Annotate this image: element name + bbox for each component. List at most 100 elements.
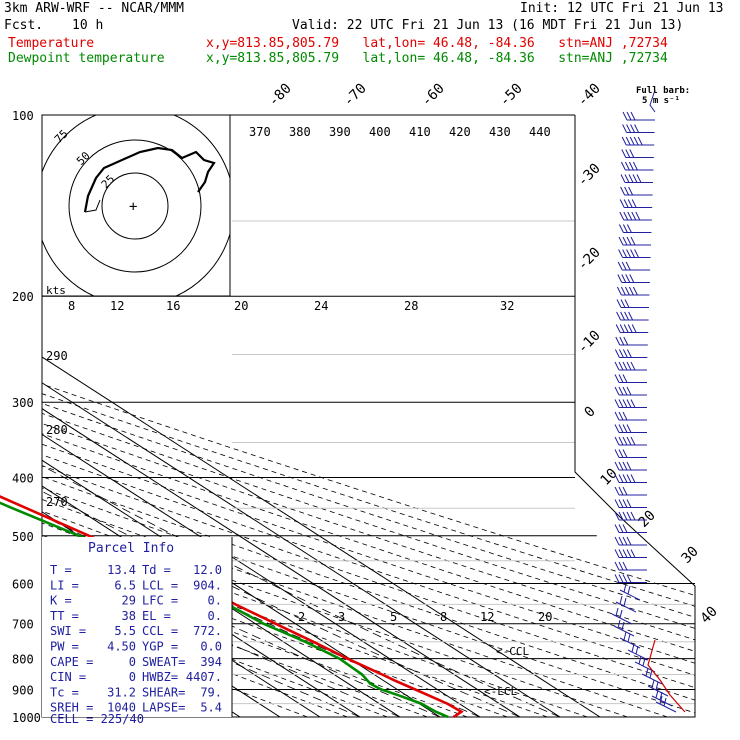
speed-label-16: 16 bbox=[166, 299, 180, 313]
wind-barb bbox=[616, 299, 649, 308]
isotherm-label--60: -60 bbox=[419, 81, 448, 110]
wind-barb-low bbox=[619, 631, 641, 649]
speed-label-32: 32 bbox=[500, 299, 514, 313]
wind-barb bbox=[619, 211, 652, 221]
parcel-l2-5: YGP = bbox=[142, 640, 178, 654]
wind-barb bbox=[619, 199, 653, 208]
mixing-label-2: 2 bbox=[298, 610, 305, 624]
parcel-l1-9: SREH = bbox=[50, 701, 93, 715]
mixing-label-20: 20 bbox=[538, 610, 552, 624]
wind-barb bbox=[614, 574, 647, 583]
wind-barb bbox=[618, 236, 651, 246]
forecast-hours: 10 h bbox=[72, 18, 104, 33]
mixing-label-8: 8 bbox=[440, 610, 447, 624]
temperature-location: x,y=813.85,805.79 lat,lon= 46.48, -84.36… bbox=[206, 36, 668, 51]
hodograph-ring-50 bbox=[68, 139, 202, 273]
hodograph-ring-label-75: 75 bbox=[52, 127, 71, 146]
parcel-l2-0: Td = bbox=[142, 563, 171, 577]
parcel-v2-7: 4407. bbox=[186, 670, 222, 684]
theta-left-label-2: 270 bbox=[46, 495, 68, 509]
pressure-label-800: 800 bbox=[12, 653, 34, 667]
wind-barb bbox=[614, 511, 647, 521]
parcel-l2-6: SWEAT= bbox=[142, 655, 185, 669]
wind-barb bbox=[614, 486, 647, 496]
theta-label-440: 440 bbox=[529, 125, 551, 139]
ccl-annotation: <-CCL bbox=[496, 645, 529, 658]
isotherm-label--80: -80 bbox=[266, 81, 295, 110]
wind-barb bbox=[617, 274, 650, 283]
parcel-v1-2: 29 bbox=[122, 594, 136, 608]
hodograph-center-mark: + bbox=[129, 199, 137, 215]
parcel-cell: CELL = 225/40 bbox=[50, 712, 144, 726]
parcel-v2-9: 5.4 bbox=[200, 701, 222, 715]
speed-label-24: 24 bbox=[314, 299, 328, 313]
parcel-l2-8: SHEAR= bbox=[142, 685, 185, 699]
parcel-v2-8: 79. bbox=[200, 685, 222, 699]
parcel-l2-1: LCL = bbox=[142, 578, 178, 592]
parcel-v1-4: 5.5 bbox=[114, 624, 136, 638]
forecast-label: Fcst. bbox=[4, 18, 44, 33]
pressure-label-1000: 1000 bbox=[12, 711, 41, 725]
wind-barb-low bbox=[613, 619, 635, 637]
pressure-label-100: 100 bbox=[12, 109, 34, 123]
isotherm-label--20: -20 bbox=[575, 245, 604, 274]
parcel-v1-6: 0 bbox=[129, 655, 136, 669]
parcel-v2-0: 12.0 bbox=[193, 563, 222, 577]
theta-labels: 370 380 390 400 410 420 430 440 290 280 270 bbox=[46, 125, 551, 509]
isotherm-label-0: 0 bbox=[582, 404, 599, 421]
pressure-label-300: 300 bbox=[12, 396, 34, 410]
hodograph-speed-labels: 8 12 16 20 24 28 32 bbox=[68, 299, 514, 313]
wind-barb bbox=[614, 449, 647, 458]
wind-barb-low bbox=[619, 583, 641, 601]
wind-barb bbox=[620, 174, 653, 183]
hodograph-speed-unit: kts bbox=[46, 284, 66, 297]
parcel-v1-1: 6.5 bbox=[114, 578, 136, 592]
speed-label-12: 12 bbox=[110, 299, 124, 313]
wind-barb-low bbox=[641, 667, 663, 685]
wind-barb bbox=[614, 436, 647, 446]
wind-barb bbox=[614, 499, 647, 508]
wind-barb bbox=[614, 561, 647, 571]
wind-barb bbox=[616, 311, 649, 321]
wind-barb bbox=[615, 336, 648, 346]
mixing-ratio-labels: 2 3 5 8 12 20 bbox=[298, 610, 552, 624]
parcel-l1-0: T = bbox=[50, 563, 72, 577]
mixing-label-12: 12 bbox=[480, 610, 494, 624]
parcel-l1-1: LI = bbox=[50, 578, 79, 592]
wind-barb bbox=[618, 249, 651, 258]
parcel-v1-3: 38 bbox=[122, 609, 136, 623]
wind-barb bbox=[614, 386, 647, 396]
wind-barb bbox=[620, 161, 654, 171]
parcel-l1-4: SWI = bbox=[50, 624, 86, 638]
wind-barb bbox=[614, 536, 647, 546]
isotherm-label--70: -70 bbox=[341, 81, 370, 110]
pressure-label-400: 400 bbox=[12, 471, 34, 485]
temperature-legend-label: Temperature bbox=[8, 36, 95, 51]
parcel-v1-7: 0 bbox=[129, 670, 136, 684]
parcel-l1-6: CAPE = bbox=[50, 655, 93, 669]
speed-label-28: 28 bbox=[404, 299, 418, 313]
pressure-label-600: 600 bbox=[12, 577, 34, 591]
wind-barb bbox=[614, 374, 647, 383]
wind-barb bbox=[616, 286, 650, 296]
theta-label-390: 390 bbox=[329, 125, 351, 139]
wind-barb-low bbox=[615, 595, 637, 613]
wind-barb-low bbox=[627, 643, 649, 661]
parcel-v1-9: 1040 bbox=[107, 701, 136, 715]
valid-time: Valid: 22 UTC Fri 21 Jun 13 (16 MDT Fri … bbox=[292, 18, 684, 33]
parcel-l1-8: Tc = bbox=[50, 685, 79, 699]
hodograph-ring-label-50: 50 bbox=[74, 149, 93, 168]
isotherm-label--10: -10 bbox=[575, 328, 604, 357]
theta-label-400: 400 bbox=[369, 125, 391, 139]
parcel-v2-2: 0. bbox=[208, 594, 222, 608]
pressure-label-900: 900 bbox=[12, 683, 34, 697]
parcel-v1-0: 13.4 bbox=[107, 563, 136, 577]
pressure-label-500: 500 bbox=[12, 530, 34, 544]
wind-barb bbox=[620, 186, 653, 196]
wind-barb bbox=[614, 349, 648, 358]
parcel-l2-9: LAPSE= bbox=[142, 701, 185, 715]
wind-barb bbox=[614, 361, 647, 371]
wind-barb bbox=[618, 224, 652, 233]
parcel-l1-3: TT = bbox=[50, 609, 79, 623]
